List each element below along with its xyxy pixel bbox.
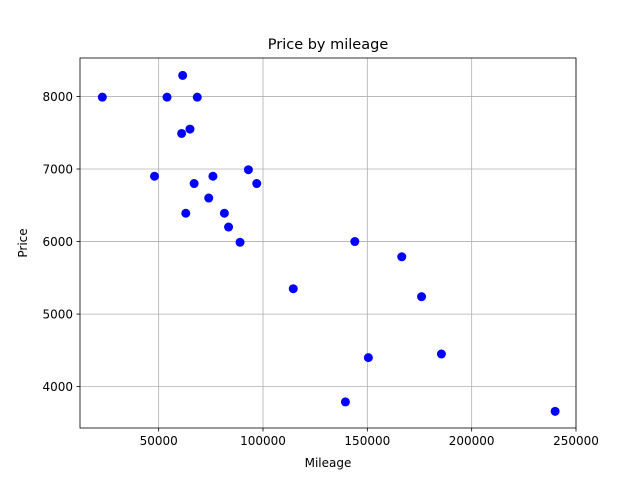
points-layer (97, 70, 560, 416)
data-point (550, 406, 560, 416)
data-point (181, 208, 191, 218)
data-point (224, 222, 234, 232)
data-point (288, 284, 298, 294)
data-point (162, 92, 172, 102)
data-point (252, 179, 262, 189)
y-tick-label: 5000 (42, 307, 73, 321)
y-tick-label: 7000 (42, 162, 73, 176)
data-point (177, 128, 187, 138)
data-point (235, 237, 245, 247)
data-point (192, 92, 202, 102)
data-point (243, 165, 253, 175)
tick-layer: 50000 100000 150000 200000 250000 4000 5000 600… (42, 90, 598, 448)
y-tick-label: 8000 (42, 90, 73, 104)
x-tick-label: 100000 (240, 434, 286, 448)
data-point (189, 179, 199, 189)
data-point (397, 252, 407, 262)
data-point (363, 353, 373, 363)
data-point (149, 171, 159, 181)
x-axis-label: Mileage (305, 456, 352, 470)
data-point (178, 70, 188, 80)
x-tick-label: 150000 (344, 434, 390, 448)
data-point (204, 193, 214, 203)
data-point (185, 124, 195, 134)
y-tick-label: 4000 (42, 380, 73, 394)
data-point (436, 349, 446, 359)
x-tick-label: 50000 (140, 434, 178, 448)
y-axis-label: Price (16, 228, 30, 257)
data-point (350, 237, 360, 247)
data-point (219, 208, 229, 218)
chart-title: Price by mileage (268, 37, 389, 53)
x-tick-label: 250000 (553, 434, 599, 448)
plot-frame (79, 57, 577, 429)
x-tick-label: 200000 (449, 434, 495, 448)
y-tick-label: 6000 (42, 235, 73, 249)
data-point (208, 171, 218, 181)
data-point (97, 92, 107, 102)
data-point (340, 397, 350, 407)
data-point (417, 292, 427, 302)
